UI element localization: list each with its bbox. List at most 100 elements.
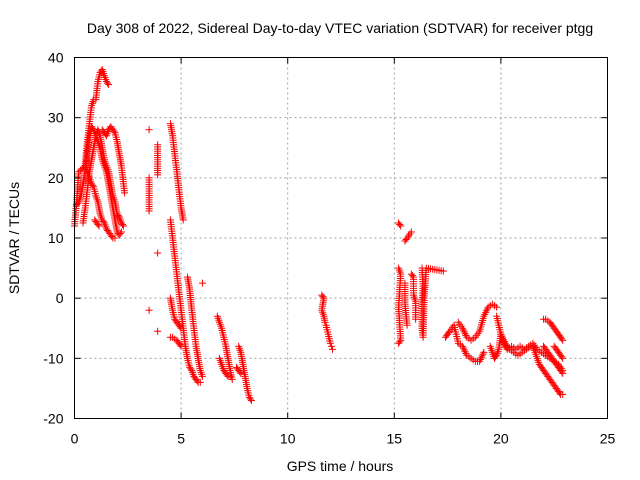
data-point — [226, 372, 234, 380]
data-point — [108, 232, 116, 240]
data-point — [477, 354, 485, 362]
data-point — [246, 395, 254, 403]
data-point — [198, 279, 206, 287]
data-point — [110, 127, 118, 135]
gridlines — [74, 57, 608, 419]
data-point — [74, 199, 82, 207]
data-point — [105, 81, 113, 89]
data-point — [95, 222, 103, 230]
data-point — [493, 303, 501, 311]
y-tick-label: -20 — [43, 411, 63, 427]
chart-title: Day 308 of 2022, Sidereal Day-to-day VTE… — [87, 20, 593, 36]
y-tick-label: 30 — [48, 110, 64, 126]
data-point — [462, 350, 470, 358]
x-tick-label: 20 — [493, 431, 509, 447]
data-point — [558, 335, 566, 343]
data-point — [412, 315, 420, 323]
data-point — [237, 369, 245, 377]
data-point — [478, 352, 486, 360]
data-point — [177, 342, 185, 350]
data-point — [459, 324, 467, 332]
data-point — [236, 368, 244, 376]
data-point — [198, 372, 206, 380]
data-point — [459, 326, 467, 334]
data-point — [403, 321, 411, 329]
data-point — [187, 365, 195, 373]
data-point — [326, 339, 334, 347]
data-point — [120, 222, 128, 230]
data-point — [476, 356, 484, 364]
data-point — [499, 336, 507, 344]
x-tick-label: 0 — [71, 431, 79, 447]
data-point — [78, 165, 86, 173]
x-tick-labels: 0 5 10 15 20 25 — [71, 431, 616, 447]
data-point — [196, 378, 204, 386]
x-axis-label: GPS time / hours — [287, 458, 394, 474]
data-point — [114, 211, 122, 219]
data-point — [118, 220, 126, 228]
y-tick-label: 10 — [48, 230, 64, 246]
data-point — [499, 334, 507, 342]
data-point — [396, 220, 404, 228]
x-tick-label: 15 — [387, 431, 403, 447]
data-point — [462, 331, 470, 339]
x-tick-label: 5 — [177, 431, 185, 447]
data-point — [223, 371, 231, 379]
data-point — [396, 338, 404, 346]
data-point — [459, 344, 467, 352]
data-point — [461, 330, 469, 338]
data-point — [460, 328, 468, 336]
data-point — [556, 389, 564, 397]
data-point — [94, 220, 102, 228]
data-point — [116, 229, 124, 237]
data-point — [439, 267, 447, 275]
data-point — [460, 346, 468, 354]
data-points — [71, 66, 567, 404]
data-point — [479, 350, 487, 358]
data-point — [321, 318, 329, 326]
data-point — [395, 339, 403, 347]
data-point — [76, 166, 84, 174]
y-tick-label: 40 — [48, 50, 64, 66]
data-point — [492, 353, 500, 361]
data-point — [104, 79, 112, 87]
data-point — [476, 357, 484, 365]
data-point — [145, 306, 153, 314]
data-point — [89, 181, 97, 189]
data-point — [482, 307, 490, 315]
data-point — [480, 348, 488, 356]
data-point — [177, 324, 185, 332]
data-point — [497, 330, 505, 338]
axis-ticks — [74, 57, 608, 419]
data-point — [397, 222, 405, 230]
data-point — [193, 377, 201, 385]
data-point — [176, 323, 184, 331]
data-point — [481, 310, 489, 318]
data-point — [75, 168, 83, 176]
data-point — [483, 305, 491, 313]
data-point — [461, 348, 469, 356]
data-point — [121, 189, 129, 197]
data-point — [482, 309, 490, 317]
data-point — [558, 353, 566, 361]
x-tick-label: 25 — [600, 431, 616, 447]
data-point — [247, 396, 255, 404]
data-point — [154, 327, 162, 335]
data-point — [408, 272, 416, 280]
data-point — [99, 217, 107, 225]
data-point — [459, 342, 467, 350]
data-point — [558, 368, 566, 376]
y-tick-label: 0 — [56, 290, 64, 306]
data-point — [402, 236, 410, 244]
data-point — [559, 369, 567, 377]
y-tick-label: 20 — [48, 170, 64, 186]
data-point — [176, 341, 184, 349]
y-axis-label: SDTVAR / TECUs — [6, 182, 22, 294]
data-point — [480, 312, 488, 320]
data-point — [445, 329, 453, 337]
data-point — [407, 228, 415, 236]
data-point — [559, 390, 567, 398]
data-point — [179, 216, 187, 224]
y-tick-label: -10 — [43, 350, 63, 366]
